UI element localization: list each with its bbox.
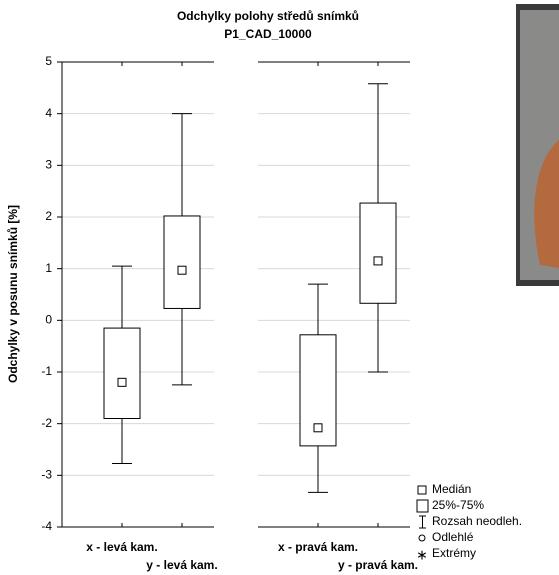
legend-symbol: [419, 535, 425, 541]
legend-symbol: ∗: [416, 547, 428, 563]
chart-title: Odchylky polohy středů snímků: [177, 9, 359, 23]
y-tick-label: 2: [45, 209, 52, 223]
y-tick-label: -4: [41, 519, 52, 533]
y-axis-label: Odchylky v posunu snímků [%]: [6, 205, 20, 383]
legend-label: Medián: [432, 482, 471, 496]
median-marker: [374, 257, 382, 265]
legend-label: Extrémy: [432, 546, 476, 560]
legend-label: Odlehlé: [432, 530, 474, 544]
y-tick-label: 3: [45, 158, 52, 172]
legend-symbol: [417, 500, 428, 512]
chart: Odchylky polohy středů snímků P1_CAD_100…: [0, 0, 559, 575]
y-tick-label: 1: [45, 261, 52, 275]
box: [104, 328, 140, 418]
legend-symbol: [419, 516, 426, 528]
box: [164, 216, 200, 308]
y-tick-label: 0: [45, 313, 52, 327]
y-tick-label: -2: [41, 416, 52, 430]
x-tick-label: x - levá kam.: [86, 540, 157, 554]
legend-label: Rozsah neodleh.: [432, 514, 522, 528]
y-tick-label: 5: [45, 54, 52, 68]
y-tick-label: 4: [45, 106, 52, 120]
chart-subtitle: P1_CAD_10000: [224, 27, 312, 41]
median-marker: [118, 378, 126, 386]
x-tick-label: y - pravá kam.: [338, 558, 418, 572]
x-tick-label: x - pravá kam.: [278, 540, 358, 554]
y-tick-label: -3: [41, 468, 52, 482]
y-tick-label: -1: [41, 364, 52, 378]
median-marker: [314, 424, 322, 432]
legend-label: 25%-75%: [432, 498, 484, 512]
box: [360, 203, 396, 303]
legend-symbol: [418, 486, 426, 494]
photo-fragment: [516, 4, 559, 286]
median-marker: [178, 266, 186, 274]
x-tick-label: y - levá kam.: [146, 558, 217, 572]
